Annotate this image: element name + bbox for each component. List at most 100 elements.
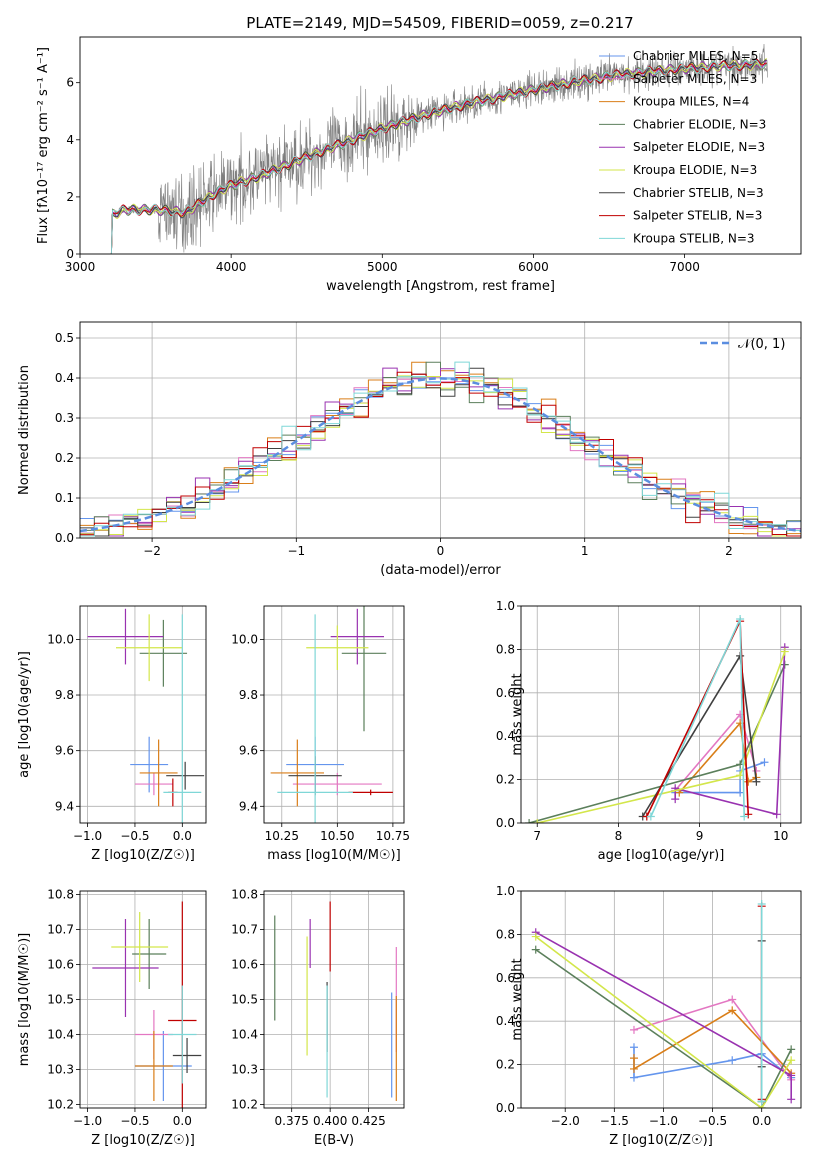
weight-point	[728, 1056, 737, 1065]
y-tick-label: 10.7	[231, 923, 258, 937]
y-tick-label: 10.7	[47, 923, 74, 937]
legend-label: Salpeter ELODIE, N=3	[633, 140, 765, 154]
legend-label: Kroupa ELODIE, N=3	[633, 163, 757, 177]
x-tick-label: 0.0	[173, 829, 192, 843]
x-axis-label: mass [log10(M/M☉)]	[267, 848, 400, 863]
observed-spectrum-line	[110, 43, 768, 254]
x-tick-label: 2	[725, 544, 733, 558]
histogram-step	[80, 361, 801, 537]
model-spectrum-line	[110, 58, 768, 254]
y-tick-label: 9.6	[239, 744, 258, 758]
x-tick-label: −2.0	[551, 1114, 580, 1128]
y-tick-label: 10.4	[231, 1028, 258, 1042]
chart-spectrum: Chabrier MILES, N=5 Salpeter MILES, N=3 Kr…	[36, 36, 802, 294]
x-tick-label: −1.0	[73, 1114, 102, 1128]
y-tick-label: 0	[66, 247, 74, 261]
y-tick-label: 9.4	[239, 799, 258, 813]
x-tick-label: −1.0	[73, 829, 102, 843]
y-tick-label: 10.2	[231, 1098, 258, 1112]
x-tick-label: −1	[287, 544, 305, 558]
x-axis-label: Z [log10(Z/Z☉)]	[91, 1133, 195, 1148]
weight-line	[678, 721, 757, 794]
x-tick-label: 10.50	[320, 829, 354, 843]
weight-point	[740, 812, 749, 821]
legend-label: Salpeter MILES, N=3	[633, 72, 757, 86]
y-tick-label: 0.8	[496, 642, 515, 656]
legend-label: Chabrier ELODIE, N=3	[633, 117, 766, 131]
x-tick-label: 0.0	[173, 1114, 192, 1128]
x-axis-label: wavelength [Angstrom, rest frame]	[326, 279, 555, 294]
x-tick-label: 0.0	[752, 1114, 771, 1128]
x-tick-label: 0.375	[275, 1114, 309, 1128]
x-tick-label: −2	[143, 544, 161, 558]
weight-point	[757, 900, 766, 909]
x-tick-label: 0	[437, 544, 445, 558]
weight-point	[736, 615, 745, 624]
x-tick-label: −0.5	[698, 1114, 727, 1128]
x-tick-label: −1.0	[649, 1114, 678, 1128]
y-tick-label: 9.8	[55, 688, 74, 702]
y-tick-label: 0.8	[496, 927, 515, 941]
y-tick-label: 0.5	[55, 331, 74, 345]
legend-label: Kroupa STELIB, N=3	[633, 231, 755, 245]
normal-curve	[80, 377, 801, 533]
weight-point	[752, 777, 761, 786]
legend-label: Chabrier STELIB, N=3	[633, 186, 764, 200]
y-tick-label: 0.4	[496, 729, 515, 743]
legend-label: Chabrier MILES, N=5	[633, 49, 758, 63]
y-tick-label: 4	[66, 133, 74, 147]
plot-area	[80, 361, 801, 537]
weight-point	[736, 788, 745, 797]
chart-residual-histogram: 𝒩(0, 1) −2 −1 0 1 2 0.0 0.1 0.2 0.3 0.4 0.5 (data-mo…	[17, 321, 802, 578]
weight-point	[760, 758, 769, 767]
chart-mass-weight-vs-age: 7 8 9 10 0.0 0.2 0.4 0.6 0.8 1.0 age [log10(age/yr…	[496, 599, 802, 863]
plot-area	[270, 606, 393, 823]
y-tick-label: 10.3	[231, 1063, 258, 1077]
y-axis-label: Normed distribution	[17, 365, 32, 495]
weight-point	[728, 995, 737, 1004]
weight-point	[533, 819, 542, 823]
x-tick-label: 10.75	[376, 829, 410, 843]
y-tick-label: 10.0	[47, 632, 74, 646]
y-tick-label: 0.1	[55, 491, 74, 505]
weight-point	[744, 777, 753, 786]
y-tick-label: 0.2	[496, 773, 515, 787]
y-axis-label: age [log10(age/yr)]	[17, 651, 32, 778]
legend-label: Kroupa MILES, N=4	[633, 95, 749, 109]
y-tick-label: 9.8	[239, 688, 258, 702]
weight-line	[674, 647, 786, 816]
y-tick-label: 10.8	[47, 888, 74, 902]
model-spectrum-line	[110, 58, 767, 254]
x-tick-label: −0.5	[120, 1114, 149, 1128]
axes-frame	[79, 36, 802, 255]
chart-mass-vs-ebv: 0.375 0.400 0.425 10.2 10.3 10.4 10.5 10.6 10.7 1…	[231, 888, 405, 1148]
weight-point	[629, 1064, 638, 1073]
model-spectrum-line	[110, 59, 767, 254]
x-axis-label: (data-model)/error	[380, 563, 501, 578]
plot-area	[531, 900, 796, 1108]
y-axis-label: Flux [fλ10⁻¹⁷ erg cm⁻² s⁻¹ A⁻¹]	[36, 47, 51, 244]
model-spectrum-line	[110, 59, 767, 254]
weight-line	[535, 935, 792, 1108]
x-tick-label: −0.5	[120, 829, 149, 843]
chart-age-vs-Z: −1.0 −0.5 0.0 9.4 9.6 9.8 10.0 Z [log10(Z/Z☉)] a…	[17, 605, 207, 863]
y-tick-label: 1.0	[496, 599, 515, 613]
model-spectrum-line	[110, 58, 768, 254]
weight-point	[629, 1043, 638, 1052]
plot-area	[110, 43, 768, 254]
x-tick-label: 4000	[216, 260, 247, 274]
weight-point	[787, 1045, 796, 1054]
y-axis-label: mass [log10(M/M☉)]	[17, 933, 32, 1066]
chart-mass-vs-Z: −1.0 −0.5 0.0 10.2 10.3 10.4 10.5 10.6 10.7 10.8 Z…	[17, 888, 207, 1148]
plot-area	[92, 901, 202, 1108]
y-tick-label: 0.2	[496, 1058, 515, 1072]
y-tick-label: 10.5	[231, 993, 258, 1007]
y-tick-label: 6	[66, 76, 74, 90]
axes-frame	[79, 605, 207, 824]
y-tick-label: 10.2	[47, 1098, 74, 1112]
x-axis-label: Z [log10(Z/Z☉)]	[609, 1133, 713, 1148]
y-tick-label: 0.6	[496, 686, 515, 700]
weight-point	[780, 647, 789, 656]
y-tick-label: 10.0	[231, 632, 258, 646]
weight-point	[629, 1073, 638, 1082]
